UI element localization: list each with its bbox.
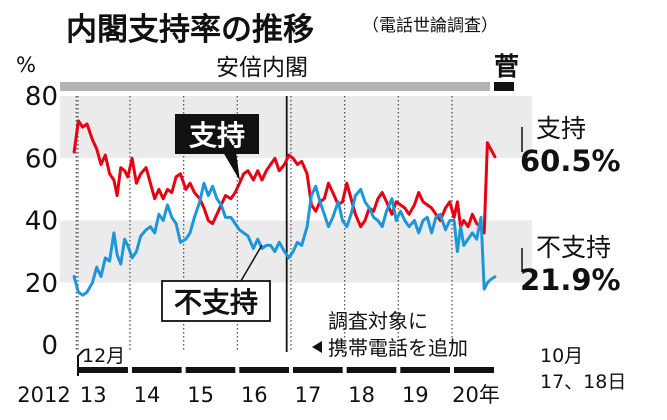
x-tick-label: 20年 [452, 383, 500, 407]
x-tick-label: 2012 [17, 383, 70, 407]
x-tick-label: 14 [134, 383, 161, 407]
cabinet-bar-suga [494, 82, 514, 91]
callout-support-box [175, 114, 259, 154]
end-month-label: 10月 [540, 345, 583, 367]
timeline-segment [239, 367, 289, 373]
x-tick-label: 18 [348, 383, 375, 407]
y-tick-labels: 0 20 40 60 80 [25, 82, 58, 361]
end-day-label: 17、18日 [540, 371, 626, 393]
series-layer [72, 119, 497, 297]
x-tick-label: 16 [241, 383, 268, 407]
y-tick-label: 0 [41, 331, 58, 361]
callout-nonsupport-label: 不支持 [174, 286, 258, 319]
cabinet-label-abe: 安倍内閣 [216, 55, 308, 81]
timeline-segment [400, 367, 450, 373]
series-line-support [72, 119, 497, 235]
support-series-name: 支持 [536, 114, 586, 143]
y-tick-label: 80 [25, 82, 58, 112]
band-20-0 [60, 282, 532, 345]
annotation-line1: 調査対象に [328, 309, 428, 333]
nonsupport-series-name: 不支持 [536, 233, 611, 262]
callout-nonsupport-pointer [237, 244, 263, 287]
timeline-segment [292, 367, 343, 373]
x-tick-labels: 2012 13 14 15 16 17 18 19 20年 [17, 383, 500, 407]
timeline-segment [346, 367, 397, 373]
cabinet-bar-abe [60, 82, 490, 91]
start-bracket [77, 349, 85, 376]
x-tick-label: 13 [80, 383, 107, 407]
y-tick-label: 20 [25, 269, 58, 299]
start-month-label: 12月 [82, 345, 125, 367]
nonsupport-last-value: 21.9% [520, 263, 621, 297]
y-unit-label: % [16, 53, 36, 77]
timeline-axis [78, 367, 494, 373]
annotation-line2: 携帯電話を追加 [328, 336, 468, 360]
background-bands [60, 96, 532, 345]
timeline-segment [185, 367, 236, 373]
y-tick-label: 60 [25, 144, 58, 174]
series-line-nonsupport [72, 181, 497, 297]
cabinet-label-suga: 菅 [494, 52, 519, 81]
x-tick-label: 17 [295, 383, 322, 407]
callout-nonsupport: 不支持 [161, 244, 271, 322]
callout-nonsupport-box [161, 280, 271, 322]
chart-subtitle: （電話世論調査） [362, 16, 498, 36]
callout-support-label: 支持 [189, 119, 245, 152]
chart-title: 内閣支持率の推移 [66, 12, 314, 48]
timeline-segment [453, 367, 494, 373]
band-40-20 [60, 220, 532, 283]
x-tick-label: 15 [187, 383, 214, 407]
support-last-value: 60.5% [520, 144, 621, 178]
y-tick-label: 40 [25, 207, 58, 237]
callout-support: 支持 [175, 114, 259, 181]
x-tick-label: 19 [402, 383, 429, 407]
timeline-segment [78, 367, 128, 373]
callout-support-pointer [223, 152, 240, 181]
band-80-60 [60, 96, 532, 159]
timeline-segment [131, 367, 182, 373]
annotation-arrow-icon [312, 341, 322, 353]
